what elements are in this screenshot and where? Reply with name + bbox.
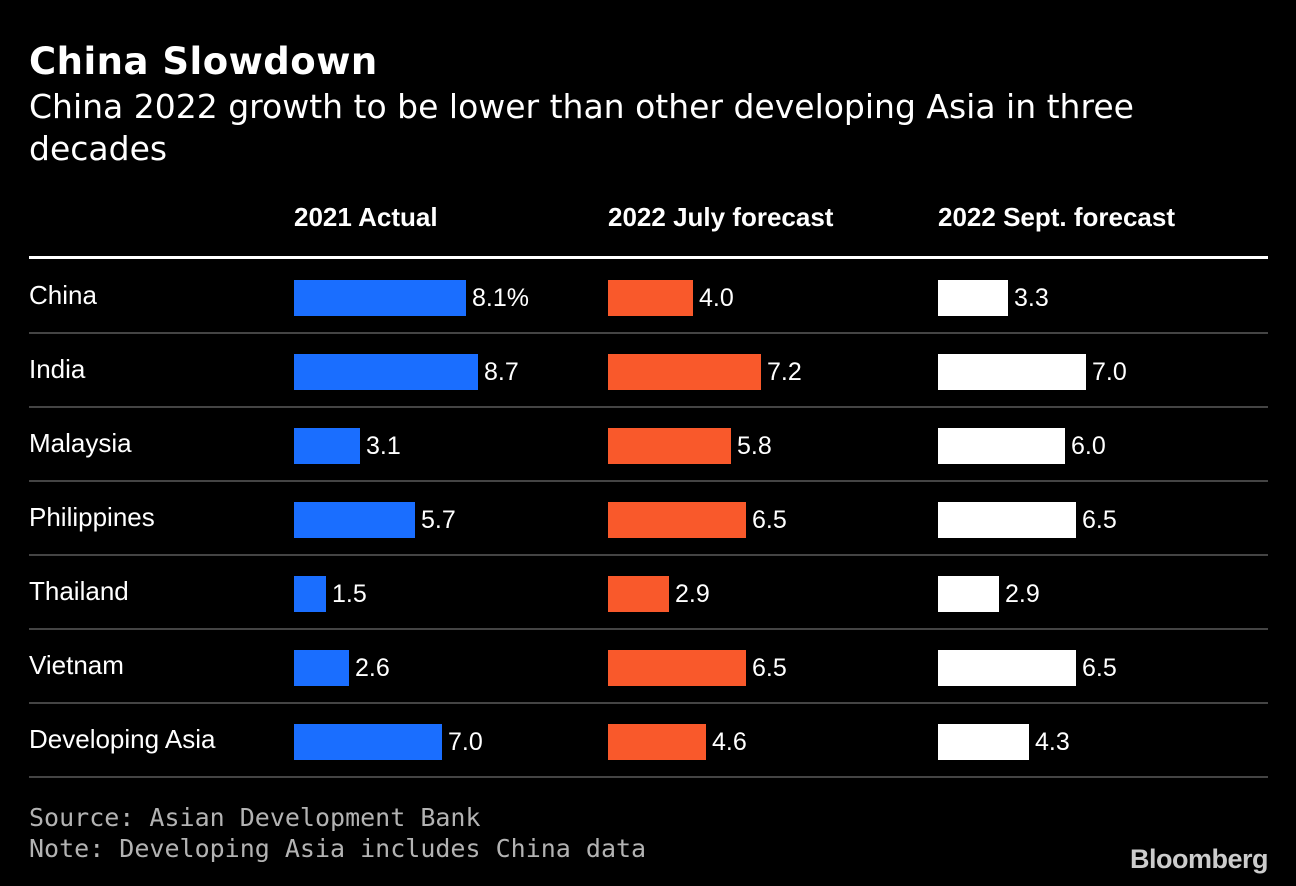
bar-sept-forecast-vietnam — [938, 650, 1076, 686]
value-label-sept-forecast-philippines: 6.5 — [1082, 506, 1117, 534]
value-label-2021-actual-malaysia: 3.1 — [366, 432, 401, 460]
bar-2021-actual-philippines — [294, 502, 415, 538]
row-divider — [29, 776, 1268, 778]
value-label-july-forecast-malaysia: 5.8 — [737, 432, 772, 460]
bar-july-forecast-india — [608, 354, 761, 390]
row-divider — [29, 480, 1268, 482]
column-header-2021-actual: 2021 Actual — [294, 202, 438, 232]
value-label-2021-actual-thailand: 1.5 — [332, 580, 367, 608]
value-label-sept-forecast-thailand: 2.9 — [1005, 580, 1040, 608]
bar-july-forecast-developing-asia — [608, 724, 706, 760]
bar-sept-forecast-china — [938, 280, 1008, 316]
column-header-sept-forecast: 2022 Sept. forecast — [938, 202, 1176, 232]
bar-sept-forecast-india — [938, 354, 1086, 390]
value-label-july-forecast-thailand: 2.9 — [675, 580, 710, 608]
bar-july-forecast-vietnam — [608, 650, 746, 686]
bar-sept-forecast-malaysia — [938, 428, 1065, 464]
bar-2021-actual-malaysia — [294, 428, 360, 464]
row-label-thailand: Thailand — [29, 576, 129, 606]
bar-sept-forecast-developing-asia — [938, 724, 1029, 760]
value-label-sept-forecast-india: 7.0 — [1092, 358, 1127, 386]
row-label-philippines: Philippines — [29, 502, 155, 532]
value-label-july-forecast-vietnam: 6.5 — [752, 654, 787, 682]
value-label-2021-actual-china: 8.1% — [472, 284, 529, 312]
data-note: Note: Developing Asia includes China dat… — [29, 834, 647, 863]
value-label-2021-actual-india: 8.7 — [484, 358, 519, 386]
value-label-july-forecast-developing-asia: 4.6 — [712, 728, 747, 756]
value-label-sept-forecast-malaysia: 6.0 — [1071, 432, 1106, 460]
bar-july-forecast-malaysia — [608, 428, 731, 464]
row-label-india: India — [29, 354, 86, 384]
bar-july-forecast-china — [608, 280, 693, 316]
bar-2021-actual-vietnam — [294, 650, 349, 686]
column-header-july-forecast: 2022 July forecast — [608, 202, 834, 232]
row-divider — [29, 702, 1268, 704]
value-label-july-forecast-china: 4.0 — [699, 284, 734, 312]
value-label-2021-actual-philippines: 5.7 — [421, 506, 456, 534]
bar-sept-forecast-philippines — [938, 502, 1076, 538]
row-divider — [29, 406, 1268, 408]
value-label-july-forecast-philippines: 6.5 — [752, 506, 787, 534]
value-label-sept-forecast-china: 3.3 — [1014, 284, 1049, 312]
value-label-july-forecast-india: 7.2 — [767, 358, 802, 386]
chart-subtitle: China 2022 growth to be lower than other… — [29, 87, 1134, 168]
source-note: Source: Asian Development Bank — [29, 803, 481, 832]
bar-2021-actual-china — [294, 280, 466, 316]
header-divider — [29, 256, 1268, 259]
bar-july-forecast-philippines — [608, 502, 746, 538]
row-divider — [29, 628, 1268, 630]
row-divider — [29, 554, 1268, 556]
value-label-2021-actual-developing-asia: 7.0 — [448, 728, 483, 756]
row-label-vietnam: Vietnam — [29, 650, 124, 680]
value-label-sept-forecast-developing-asia: 4.3 — [1035, 728, 1070, 756]
row-label-malaysia: Malaysia — [29, 428, 132, 458]
bar-2021-actual-thailand — [294, 576, 326, 612]
row-label-china: China — [29, 280, 97, 310]
bar-july-forecast-thailand — [608, 576, 669, 612]
bloomberg-logo: Bloomberg — [1129, 844, 1269, 874]
row-label-developing-asia: Developing Asia — [29, 724, 216, 754]
value-label-sept-forecast-vietnam: 6.5 — [1082, 654, 1117, 682]
chart-title: China Slowdown — [29, 40, 378, 83]
row-divider — [29, 332, 1268, 334]
bar-sept-forecast-thailand — [938, 576, 999, 612]
bar-2021-actual-developing-asia — [294, 724, 442, 760]
value-label-2021-actual-vietnam: 2.6 — [355, 654, 390, 682]
bar-2021-actual-india — [294, 354, 478, 390]
